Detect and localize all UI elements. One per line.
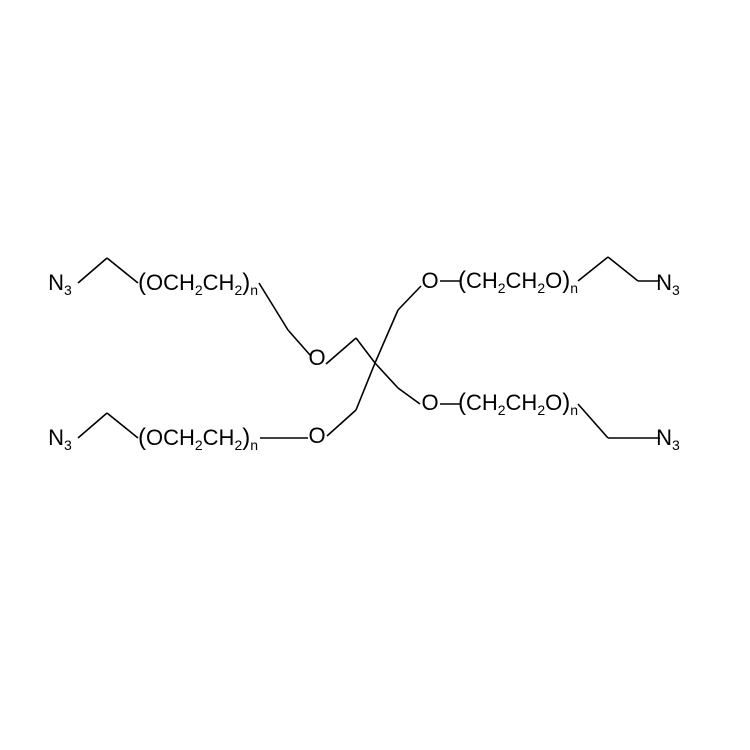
atom-N3_bl: N3 bbox=[48, 425, 72, 453]
bond bbox=[107, 413, 138, 438]
bond bbox=[608, 257, 638, 281]
atom-N3_br: N3 bbox=[656, 425, 680, 453]
bond bbox=[375, 363, 398, 388]
bond bbox=[288, 330, 310, 355]
atoms-layer: O O O O N3 N3 N3 N3 (OCH2CH2)n (OCH2CH2)n (CH2CH2O… bbox=[48, 267, 680, 453]
bond bbox=[78, 258, 107, 283]
repeat-unit-rep_tl: (OCH2CH2)n bbox=[138, 269, 258, 298]
bond bbox=[356, 363, 375, 410]
bond bbox=[578, 404, 608, 438]
bond bbox=[107, 258, 138, 283]
atom-O_bottom: O bbox=[308, 423, 325, 448]
bond bbox=[578, 257, 608, 281]
bond bbox=[398, 286, 421, 310]
bond bbox=[375, 310, 398, 363]
atom-O_left: O bbox=[308, 345, 325, 370]
bond bbox=[356, 338, 375, 363]
repeat-unit-rep_br: (CH2CH2O)n bbox=[458, 389, 578, 418]
bond bbox=[78, 413, 107, 438]
repeat-unit-rep_bl: (OCH2CH2)n bbox=[138, 424, 258, 453]
bond bbox=[398, 388, 420, 404]
chemical-structure: O O O O N3 N3 N3 N3 (OCH2CH2)n (OCH2CH2)n (CH2CH2O… bbox=[0, 0, 750, 750]
atom-O_top: O bbox=[421, 268, 438, 293]
atom-N3_tl: N3 bbox=[48, 270, 72, 298]
atom-N3_tr: N3 bbox=[656, 270, 680, 298]
bond bbox=[259, 283, 288, 330]
atom-O_right: O bbox=[421, 390, 438, 415]
repeat-unit-rep_tr: (CH2CH2O)n bbox=[458, 267, 578, 296]
bond bbox=[327, 410, 356, 436]
bond bbox=[326, 338, 356, 364]
